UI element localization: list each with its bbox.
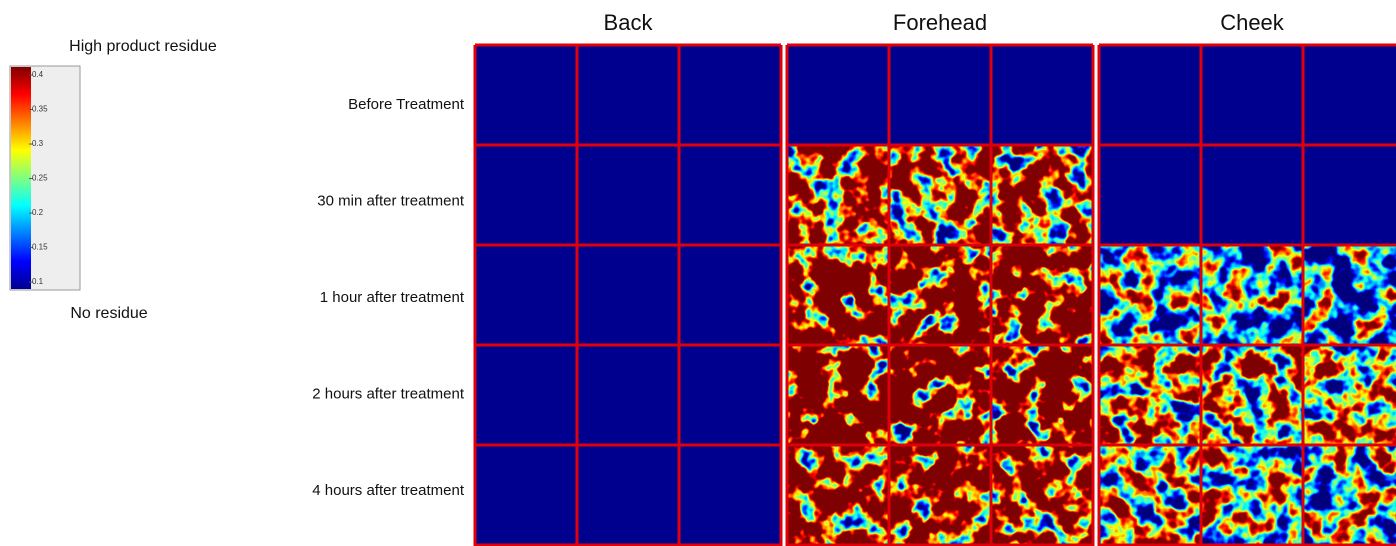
heatmap-cell [787,45,889,145]
heatmap-cell [577,445,679,545]
row-label: Before Treatment [348,96,465,113]
heatmap-texture [889,145,991,245]
heatmap-texture [1201,345,1303,445]
heatmap-cell [577,45,679,145]
colorbar-title: High product residue [69,38,217,55]
heatmap-texture [1099,445,1201,545]
heatmap-cell [679,45,781,145]
row-label: 1 hour after treatment [320,289,465,306]
heatmap-cell [1201,145,1303,245]
colorbar-tick-label: 0.3 [32,139,44,148]
heatmap-texture [991,345,1093,445]
heatmap-texture [1099,345,1201,445]
colorbar-tick-label: 0.25 [32,174,48,183]
heatmap-cell [1201,45,1303,145]
heatmap-cell [679,345,781,445]
heatmap-cell [475,245,577,345]
heatmap-texture [991,445,1093,545]
heatmap-texture [889,345,991,445]
heatmap-texture [889,245,991,345]
heatmap-cell [1099,45,1201,145]
heatmap-cell [679,445,781,545]
heatmap-cell [889,45,991,145]
heatmap-texture [787,345,889,445]
heatmap-cell [475,445,577,545]
heatmap-texture [889,445,991,545]
colorbar-tick-label: 0.2 [32,208,44,217]
row-label: 2 hours after treatment [312,385,465,402]
heatmap-texture [1303,345,1396,445]
heatmap-cell [475,345,577,445]
column-header: Back [604,10,654,35]
heatmap-cell [577,345,679,445]
heatmap-cell [475,45,577,145]
colorbar-tick-label: 0.15 [32,243,48,252]
heatmap-texture [1201,445,1303,545]
heatmap-texture [787,145,889,245]
heatmap-cell [1099,145,1201,245]
heatmap-cell [577,245,679,345]
heatmap-texture [991,145,1093,245]
column-header: Cheek [1220,10,1285,35]
heatmap-texture [1201,245,1303,345]
row-label: 30 min after treatment [317,192,465,209]
heatmap-cell [1303,45,1396,145]
colorbar-bottom-label: No residue [70,305,147,322]
heatmap-cell [577,145,679,245]
heatmap-cell [991,45,1093,145]
heatmap-texture [1099,245,1201,345]
colorbar-tick-label: 0.1 [32,277,44,286]
heatmap-cell [679,145,781,245]
heatmap-cell [1303,145,1396,245]
heatmap-texture [991,245,1093,345]
heatmap-texture [787,445,889,545]
colorbar-tick-label: 0.35 [32,105,48,114]
heatmap-texture [787,245,889,345]
heatmap-cell [679,245,781,345]
colorbar-tick-label: 0.4 [32,70,44,79]
heatmap-cell [475,145,577,245]
heatmap-texture [1303,445,1396,545]
colorbar [11,67,31,289]
row-label: 4 hours after treatment [312,482,465,499]
column-header: Forehead [893,10,987,35]
heatmap-texture [1303,245,1396,345]
